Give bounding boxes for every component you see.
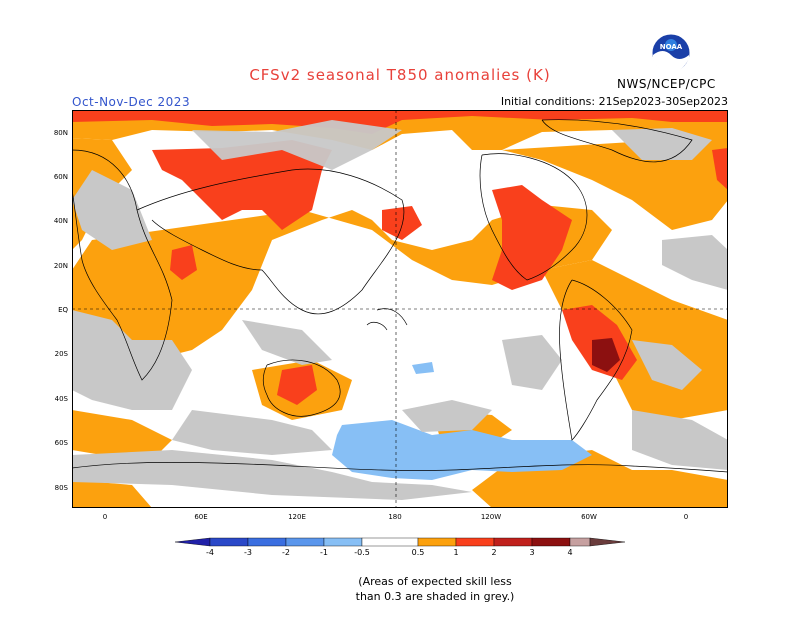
noaa-logo: NOAA xyxy=(651,33,691,73)
lat-label-80n: 80N xyxy=(53,129,68,137)
lon-label-120w: 120W xyxy=(480,513,502,521)
map-title: CFSv2 seasonal T850 anomalies (K) xyxy=(249,66,551,84)
legend-swatch-gt5 xyxy=(589,537,626,547)
anomaly-map xyxy=(72,110,728,508)
lat-label-60s: 60S xyxy=(54,439,68,447)
lon-label-60e: 60E xyxy=(194,513,208,521)
lat-label-80s: 80S xyxy=(54,484,68,492)
color-legend xyxy=(174,537,626,547)
legend-label-neg05: -0.5 xyxy=(354,548,370,557)
legend-label-neg1: -1 xyxy=(320,548,328,557)
agency-label: NWS/NCEP/CPC xyxy=(617,77,716,91)
legend-swatch-neg1-neg05 xyxy=(323,537,363,547)
legend-label-p3: 3 xyxy=(529,548,535,557)
lon-label-120e: 120E xyxy=(288,513,306,521)
legend-swatch-neg2-neg1 xyxy=(285,537,325,547)
legend-swatch-neutral xyxy=(361,537,419,547)
initial-conditions-label: Initial conditions: 21Sep2023-30Sep2023 xyxy=(500,95,728,108)
season-label: Oct-Nov-Dec 2023 xyxy=(72,95,191,109)
legend-label-p1: 1 xyxy=(453,548,459,557)
legend-label-p05: 0.5 xyxy=(411,548,425,557)
legend-swatch-lt-neg4 xyxy=(174,537,211,547)
legend-label-p4: 4 xyxy=(567,548,573,557)
legend-label-neg2: -2 xyxy=(282,548,290,557)
logo-text: NOAA xyxy=(660,43,683,51)
lat-label-eq: EQ xyxy=(58,306,68,314)
lon-label-180: 180 xyxy=(388,513,402,521)
footnote-line-1: (Areas of expected skill less xyxy=(358,575,512,588)
lat-label-60n: 60N xyxy=(53,173,68,181)
legend-swatch-neg4-neg3 xyxy=(209,537,249,547)
lat-label-20s: 20S xyxy=(54,350,68,358)
legend-label-p2: 2 xyxy=(491,548,497,557)
legend-swatch-p1-2 xyxy=(455,537,495,547)
lat-label-20n: 20N xyxy=(53,262,68,270)
legend-swatch-neg3-neg2 xyxy=(247,537,287,547)
legend-swatch-p05-1 xyxy=(417,537,457,547)
legend-swatch-p4-5 xyxy=(569,537,591,547)
legend-swatch-p2-3 xyxy=(493,537,533,547)
lon-label-0: 0 xyxy=(102,513,108,521)
lat-label-40s: 40S xyxy=(54,395,68,403)
legend-swatch-p3-4 xyxy=(531,537,571,547)
lon-label-0-east: 0 xyxy=(683,513,689,521)
lon-label-60w: 60W xyxy=(581,513,597,521)
lat-label-40n: 40N xyxy=(53,217,68,225)
footnote-line-2: than 0.3 are shaded in grey.) xyxy=(355,590,515,603)
legend-label-neg4: -4 xyxy=(206,548,214,557)
legend-label-neg3: -3 xyxy=(244,548,252,557)
